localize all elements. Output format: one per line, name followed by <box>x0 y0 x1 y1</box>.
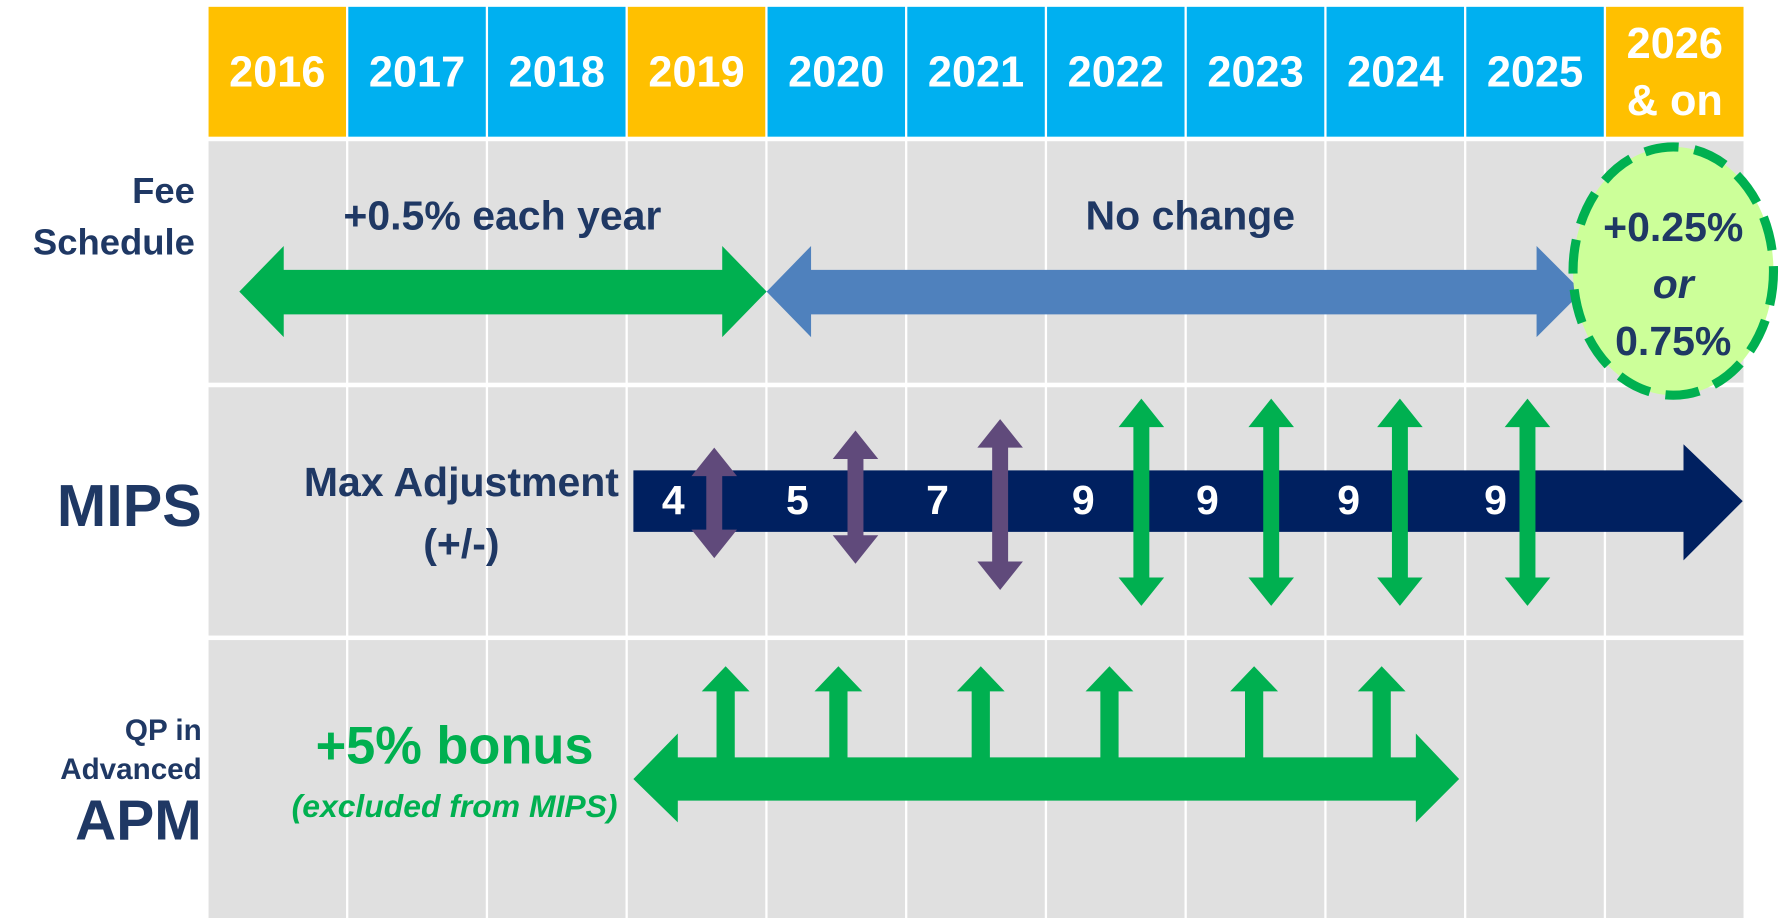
year-label: & on <box>1627 77 1723 125</box>
grid-cell <box>1186 141 1325 383</box>
year-label: 2022 <box>1068 49 1164 97</box>
row-label: Schedule <box>33 222 195 263</box>
year-cell <box>348 6 486 137</box>
year-cell <box>1466 6 1604 137</box>
row-label: Fee <box>132 170 195 211</box>
grid-cell <box>627 141 766 383</box>
grid-cell <box>348 141 486 383</box>
circle <box>1568 142 1779 400</box>
fee-left-text: +0.5% each year <box>343 193 661 239</box>
double-arrow <box>1377 398 1423 606</box>
mips-value: 4 <box>662 477 685 523</box>
grid-cell <box>767 141 906 383</box>
year-label: 2025 <box>1487 49 1583 97</box>
double-arrow <box>977 419 1023 590</box>
grid-cell <box>1326 141 1465 383</box>
year-label: 2017 <box>369 49 465 97</box>
up-arrow <box>956 666 1005 761</box>
grid-cell <box>348 640 486 918</box>
year-label: 2023 <box>1207 49 1303 97</box>
double-arrow <box>1248 398 1294 606</box>
year-label: 2026 <box>1627 20 1723 68</box>
year-cell <box>627 6 766 137</box>
texts: 2016 2017 2018 2019 2020 2021 2022 2023 2024 2025… <box>33 20 1743 853</box>
up-arrow <box>1357 666 1406 761</box>
grid-cell <box>1606 640 1744 918</box>
year-cell <box>1326 6 1465 137</box>
grid-cell <box>348 387 486 636</box>
green-double-arrow <box>633 733 1460 823</box>
row-label: QP in <box>125 714 202 747</box>
blue-arrow <box>766 246 1583 338</box>
up-arrow <box>701 666 750 761</box>
up-arrow <box>1085 666 1134 761</box>
mips-value: 5 <box>786 477 809 523</box>
mips-heading: Max Adjustment <box>304 459 619 505</box>
row-label: APM <box>75 789 202 853</box>
grid-cell <box>1047 141 1185 383</box>
year-label: 2020 <box>788 49 884 97</box>
double-arrow <box>832 430 879 564</box>
fee-mid-text: No change <box>1086 193 1296 239</box>
mips-value: 9 <box>1337 477 1360 523</box>
mips-value: 9 <box>1484 477 1507 523</box>
up-arrow <box>1230 666 1279 761</box>
grid-cell <box>488 640 626 918</box>
year-cell <box>1047 6 1185 137</box>
grid-cell <box>1466 640 1604 918</box>
year-label: 2019 <box>648 49 744 97</box>
year-cell <box>488 6 626 137</box>
circle-text: or <box>1653 261 1696 307</box>
year-cell <box>208 6 347 137</box>
grid-cell <box>208 387 347 636</box>
grid-cell <box>907 141 1045 383</box>
year-cell <box>1606 6 1744 137</box>
year-cell <box>907 6 1045 137</box>
circle-text: +0.25% <box>1603 204 1743 250</box>
year-cell <box>767 6 906 137</box>
navy-arrow <box>633 444 1743 561</box>
grid-cell <box>208 640 347 918</box>
year-cell <box>1186 6 1325 137</box>
bonus-note: (excluded from MIPS) <box>292 788 618 824</box>
row-label: MIPS <box>57 472 202 539</box>
double-arrow <box>691 447 738 559</box>
green-double-arrow <box>239 246 767 338</box>
up-arrow <box>814 666 863 761</box>
double-arrow <box>1118 398 1165 606</box>
content <box>239 142 1779 823</box>
grid-cell <box>488 387 626 636</box>
year-label: 2016 <box>229 49 325 97</box>
row-label: Advanced <box>60 753 202 786</box>
mips-value: 9 <box>1196 477 1219 523</box>
year-label: 2018 <box>509 49 605 97</box>
year-label: 2024 <box>1347 49 1443 97</box>
bonus-text: +5% bonus <box>316 717 594 775</box>
mips-value: 7 <box>926 477 949 523</box>
mips-heading: (+/-) <box>423 521 499 567</box>
year-label: 2021 <box>928 49 1024 97</box>
mips-value: 9 <box>1072 477 1095 523</box>
grid-cell <box>488 141 626 383</box>
double-arrow <box>1504 398 1551 606</box>
circle-text: 0.75% <box>1615 318 1731 364</box>
